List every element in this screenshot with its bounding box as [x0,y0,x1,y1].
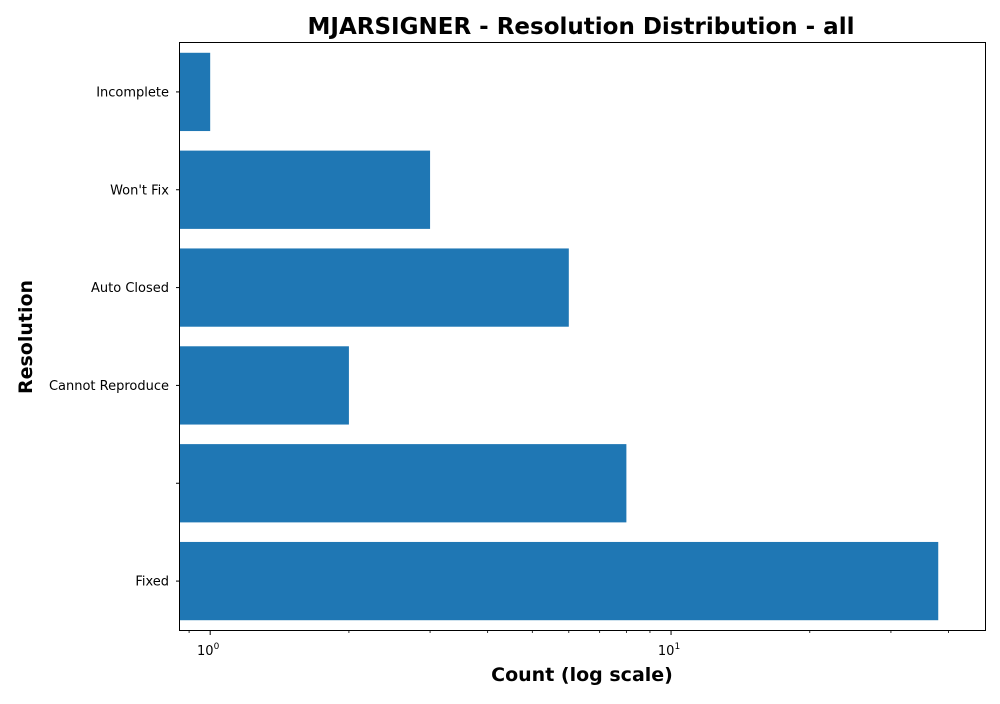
ticks-layer: Fixed Cannot Reproduce Auto Closed Won't Fi… [49,85,949,659]
bar [180,248,569,327]
bar [180,444,627,523]
x-axis-label: Count (log scale) [491,664,673,686]
bar [180,346,349,425]
y-tick-label: Cannot Reproduce [49,379,169,394]
y-axis-label: Resolution [15,280,37,394]
bar [180,541,939,621]
x-tick-label: 101 [658,642,680,659]
chart-title: MJARSIGNER - Resolution Distribution - a… [308,14,855,40]
plot-frame [179,42,986,631]
x-tick-label: 100 [197,642,220,659]
y-tick-label: Won't Fix [110,183,169,198]
y-tick-label: Incomplete [96,85,169,100]
bar [180,150,431,229]
bars-layer [180,52,939,621]
y-tick-label: Auto Closed [91,281,169,296]
y-tick-label: Fixed [135,575,169,590]
bar [180,52,211,132]
